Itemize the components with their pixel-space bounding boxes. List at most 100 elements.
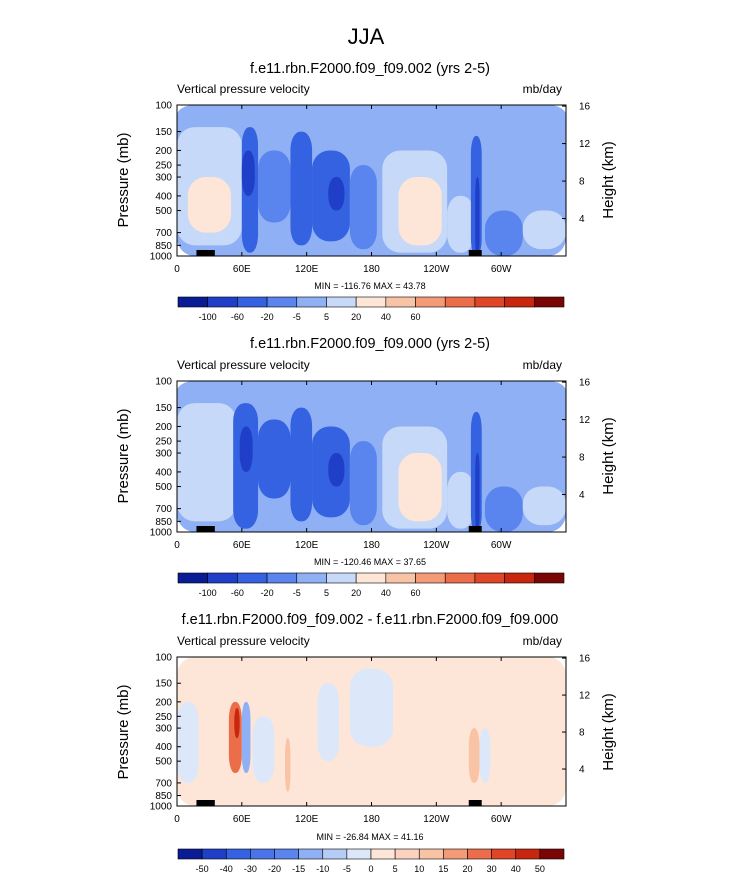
colorbar-swatch <box>504 572 535 584</box>
units-label: mb/day <box>523 82 562 96</box>
y-tick-label: 100 <box>155 377 172 388</box>
contour-region <box>349 441 377 526</box>
contour-region <box>339 116 372 151</box>
colorbar-label: -30 <box>244 864 257 874</box>
contour-region <box>398 177 442 246</box>
y-tick-label: 500 <box>155 206 172 217</box>
y-tick-label: 850 <box>155 241 172 252</box>
colorbar-swatch <box>237 296 268 308</box>
colorbar: -100 -60 -20 -5 5 20 40 60 <box>177 572 565 598</box>
y-tick-label: 850 <box>155 791 172 802</box>
contour-region <box>328 453 345 487</box>
x-tick-label: 120W <box>423 540 450 551</box>
y-tick-label: 700 <box>155 778 172 789</box>
terrain-mask <box>196 526 215 532</box>
terrain-mask <box>196 800 215 806</box>
y-right-tick-label: 4 <box>579 214 585 225</box>
colorbar-label: -100 <box>199 588 217 598</box>
colorbar-swatch <box>266 572 298 584</box>
y-tick-label: 500 <box>155 482 172 493</box>
min-max-label: MIN = -116.76 MAX = 43.78 <box>314 281 425 291</box>
y-axis-right-label: Height (km) <box>600 141 617 219</box>
colorbar-swatch <box>296 296 327 308</box>
colorbar-label: 10 <box>414 864 424 874</box>
y-tick-label: 300 <box>155 724 172 735</box>
x-tick-label: 120E <box>295 264 319 275</box>
contour-region <box>285 738 291 792</box>
y-tick-label: 1000 <box>150 528 173 539</box>
contour-region <box>177 701 199 783</box>
y-tick-label: 400 <box>155 191 172 202</box>
contour-region <box>177 381 566 404</box>
y-tick-label: 400 <box>155 742 172 753</box>
colorbar-swatch <box>201 848 227 860</box>
y-tick-label: 700 <box>155 504 172 515</box>
colorbar-swatch <box>207 296 238 308</box>
colorbar-swatch <box>370 848 396 860</box>
y-tick-label: 250 <box>155 437 172 448</box>
colorbar-swatch <box>491 848 517 860</box>
contour-region <box>258 150 291 223</box>
contour-region <box>479 728 491 783</box>
x-tick-label: 180 <box>363 540 380 551</box>
y-axis-label: Pressure (mb) <box>115 684 132 779</box>
y-tick-label: 700 <box>155 228 172 239</box>
contour-region <box>252 716 275 783</box>
y-tick-label: 100 <box>155 653 172 664</box>
y-tick-label: 200 <box>155 146 172 157</box>
y-right-tick-label: 16 <box>579 102 591 113</box>
colorbar-label: -15 <box>292 864 305 874</box>
y-tick-label: 500 <box>155 757 172 768</box>
colorbar-swatch <box>444 572 476 584</box>
y-tick-label: 150 <box>155 679 172 690</box>
y-right-tick-label: 16 <box>579 654 591 665</box>
colorbar-swatch <box>355 572 387 584</box>
colorbar-label: -5 <box>293 312 301 322</box>
colorbar-label: 30 <box>487 864 497 874</box>
terrain-mask <box>196 250 215 256</box>
colorbar-swatch <box>177 296 208 308</box>
contour-region <box>241 701 251 773</box>
colorbar-label: -5 <box>343 864 351 874</box>
colorbar-swatch <box>355 296 387 308</box>
colorbar-label: 50 <box>535 864 545 874</box>
colorbar-label: 40 <box>511 864 521 874</box>
colorbar-swatch <box>394 848 420 860</box>
variable-label: Vertical pressure velocity <box>177 358 310 372</box>
y-right-tick-label: 12 <box>579 415 591 426</box>
colorbar-label: -40 <box>220 864 233 874</box>
x-tick-label: 120W <box>423 264 450 275</box>
colorbar-swatch <box>385 296 416 308</box>
contour-region <box>187 463 232 509</box>
y-tick-label: 100 <box>155 101 172 112</box>
contour-region <box>239 426 253 472</box>
contour-region <box>339 392 372 427</box>
x-tick-label: 0 <box>174 814 180 825</box>
colorbar-swatch <box>534 572 565 584</box>
contour-region <box>187 177 232 233</box>
contour-region <box>522 116 566 211</box>
x-tick-label: 180 <box>363 264 380 275</box>
x-tick-label: 180 <box>363 814 380 825</box>
colorbar-label: -10 <box>316 864 329 874</box>
y-tick-label: 300 <box>155 173 172 184</box>
colorbar-label: -20 <box>261 588 274 598</box>
colorbar-swatch <box>467 848 492 860</box>
contour-region <box>447 195 475 253</box>
colorbar-swatch <box>346 848 372 860</box>
colorbar-swatch <box>504 296 535 308</box>
y-tick-label: 150 <box>155 127 172 138</box>
colorbar-label: 20 <box>351 588 361 598</box>
colorbar-swatch <box>177 848 203 860</box>
x-tick-label: 120E <box>295 540 319 551</box>
colorbar-label: -20 <box>268 864 281 874</box>
colorbar-label: 40 <box>381 312 391 322</box>
x-tick-label: 60E <box>233 814 251 825</box>
contour-region <box>468 728 480 783</box>
y-tick-label: 250 <box>155 161 172 172</box>
x-tick-label: 60W <box>491 814 512 825</box>
y-tick-label: 850 <box>155 517 172 528</box>
main-title: JJA <box>348 24 385 49</box>
colorbar-label: 60 <box>411 312 421 322</box>
